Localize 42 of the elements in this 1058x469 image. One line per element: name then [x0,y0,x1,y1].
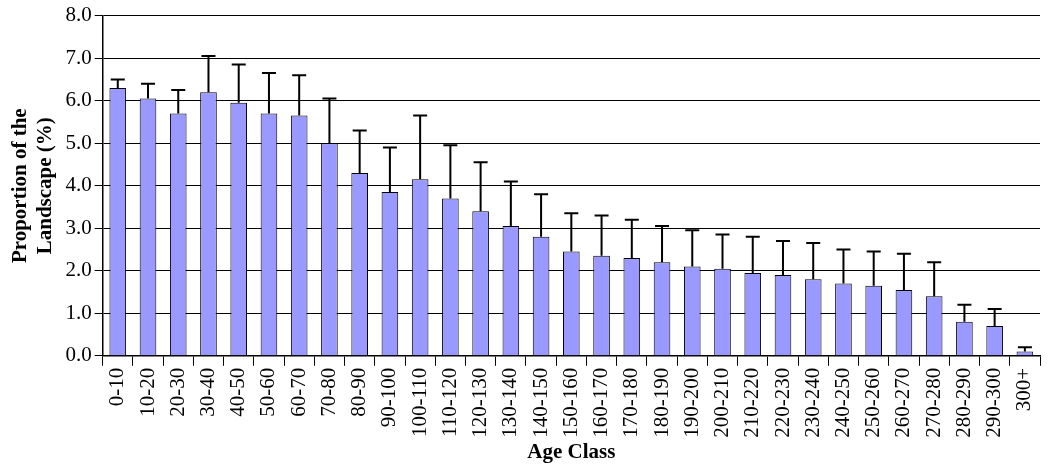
x-tick-label: 80-90 [346,367,371,417]
y-tick-label: 0.0 [65,342,92,367]
x-tick-label: 110-120 [436,367,461,438]
x-tick-label: 40-50 [225,367,250,417]
x-tick-label: 180-190 [648,367,673,438]
y-tick-label: 2.0 [65,257,92,282]
y-tick-label: 8.0 [65,2,92,27]
x-tick-label: 150-160 [557,367,582,438]
x-tick-label: 130-140 [497,367,522,438]
y-tick-label: 4.0 [65,172,92,197]
y-tick-label: 7.0 [65,44,92,69]
y-tick-label: 3.0 [65,214,92,239]
x-axis-title: Age Class [527,438,616,463]
x-tick-label: 240-250 [829,367,854,438]
x-tick-label: 200-210 [709,367,734,438]
x-tick-label: 140-150 [527,367,552,438]
x-tick-label: 290-300 [981,367,1006,438]
y-tick-label: 5.0 [65,129,92,154]
x-tick-label: 280-290 [950,367,975,438]
x-tick-label: 90-100 [376,367,401,428]
x-tick-label: 270-280 [920,367,945,438]
x-tick-label: 120-130 [467,367,492,438]
x-tick-label: 230-240 [799,367,824,438]
x-tick-label: 170-180 [618,367,643,438]
x-tick-label: 260-270 [890,367,915,438]
x-tick-label: 300+ [1011,367,1036,412]
x-tick-label: 10-20 [134,367,159,417]
x-tick-label: 50-60 [255,367,280,417]
x-tick-label: 160-170 [588,367,613,438]
x-tick-label: 30-40 [195,367,219,417]
x-tick-label: 100-110 [406,367,431,438]
x-tick-label: 60-70 [285,367,310,417]
x-tick-label: 250-260 [860,367,885,438]
y-tick-label: 6.0 [65,87,92,112]
y-axis-title: Proportion of the Landscape (%) [7,108,57,264]
x-tick-label: 220-230 [769,367,794,438]
x-tick-label: 70-80 [315,367,340,417]
x-tick-label: 0-10 [104,367,129,407]
y-tick-label: 1.0 [65,299,92,324]
x-tick-label: 190-200 [678,367,703,438]
x-tick-label: 210-220 [739,367,764,438]
x-tick-label: 20-30 [164,367,189,417]
